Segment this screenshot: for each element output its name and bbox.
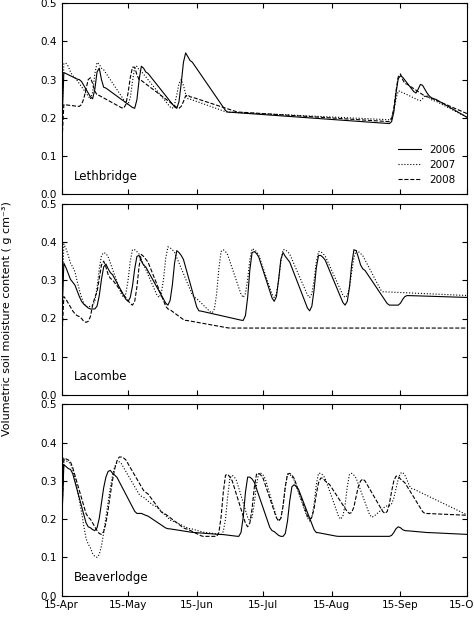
- 2006: [198, 71, 204, 79]
- 2006: [196, 307, 202, 315]
- 2008: [462, 512, 467, 519]
- 2007: [65, 252, 71, 259]
- 2008: [455, 106, 461, 113]
- Text: Volumetric soil moisture content ( g cm⁻³): Volumetric soil moisture content ( g cm⁻…: [2, 201, 12, 436]
- 2007: [455, 291, 461, 299]
- 2007: [59, 125, 64, 133]
- 2007: [247, 255, 253, 263]
- 2007: [455, 109, 461, 117]
- 2006: [218, 531, 224, 538]
- 2008: [464, 512, 470, 519]
- 2008: [198, 319, 204, 327]
- 2008: [63, 101, 69, 109]
- 2008: [63, 296, 69, 303]
- 2006: [198, 529, 204, 537]
- Line: 2007: 2007: [62, 460, 467, 557]
- 2007: [249, 513, 255, 521]
- Line: 2006: 2006: [62, 250, 467, 328]
- 2007: [59, 315, 64, 322]
- 2007: [464, 292, 470, 299]
- 2008: [457, 511, 463, 519]
- 2006: [249, 475, 255, 483]
- Line: 2007: 2007: [62, 244, 467, 318]
- 2008: [59, 523, 64, 531]
- 2008: [59, 341, 64, 349]
- Line: 2008: 2008: [62, 68, 467, 149]
- 2006: [63, 264, 69, 272]
- 2006: [65, 465, 71, 473]
- 2006: [464, 294, 470, 301]
- 2008: [198, 532, 204, 540]
- 2008: [220, 489, 226, 496]
- 2008: [460, 108, 465, 115]
- Line: 2006: 2006: [62, 53, 467, 133]
- Legend: 2006, 2007, 2008: 2006, 2007, 2008: [394, 141, 460, 189]
- Text: Lethbridge: Lethbridge: [74, 170, 137, 183]
- 2008: [138, 250, 144, 259]
- 2008: [218, 103, 224, 110]
- 2008: [464, 110, 470, 117]
- 2006: [455, 293, 461, 301]
- 2007: [464, 113, 470, 121]
- 2007: [201, 528, 206, 536]
- 2007: [457, 508, 463, 515]
- 2007: [65, 458, 71, 466]
- 2006: [464, 531, 470, 538]
- 2008: [63, 455, 69, 462]
- 2007: [460, 292, 465, 299]
- 2008: [247, 109, 253, 117]
- 2006: [462, 531, 467, 538]
- 2007: [59, 524, 64, 531]
- 2007: [460, 111, 465, 118]
- 2008: [455, 324, 461, 332]
- 2007: [63, 59, 69, 67]
- 2006: [247, 110, 253, 117]
- 2006: [183, 49, 189, 57]
- 2007: [464, 511, 470, 519]
- 2008: [198, 96, 204, 104]
- Line: 2007: 2007: [62, 62, 467, 129]
- 2006: [455, 108, 461, 116]
- 2007: [61, 456, 67, 464]
- 2006: [245, 294, 250, 301]
- 2007: [247, 110, 253, 117]
- 2006: [460, 111, 465, 118]
- 2007: [198, 99, 204, 107]
- 2008: [218, 323, 224, 331]
- 2006: [59, 129, 64, 137]
- 2008: [130, 64, 136, 71]
- 2006: [236, 533, 242, 540]
- 2006: [351, 246, 357, 254]
- 2007: [61, 240, 67, 248]
- 2006: [59, 324, 64, 332]
- 2007: [94, 554, 100, 561]
- 2006: [218, 100, 224, 108]
- 2008: [116, 454, 122, 461]
- 2008: [201, 533, 206, 540]
- 2007: [198, 299, 204, 307]
- 2008: [249, 505, 255, 512]
- Text: Beaverlodge: Beaverlodge: [74, 571, 148, 584]
- Text: Lacombe: Lacombe: [74, 371, 128, 383]
- 2008: [464, 324, 470, 332]
- 2006: [61, 461, 67, 469]
- Line: 2008: 2008: [62, 457, 467, 536]
- Line: 2006: 2006: [62, 465, 467, 536]
- 2007: [218, 106, 224, 114]
- 2007: [218, 248, 224, 255]
- Line: 2008: 2008: [62, 254, 467, 345]
- 2006: [216, 311, 222, 319]
- 2008: [59, 145, 64, 153]
- 2008: [247, 324, 253, 332]
- 2008: [460, 324, 465, 332]
- 2007: [220, 527, 226, 535]
- 2007: [462, 510, 467, 517]
- 2006: [457, 530, 463, 538]
- 2006: [460, 294, 465, 301]
- 2006: [59, 526, 64, 533]
- 2007: [94, 59, 100, 66]
- 2006: [464, 113, 470, 121]
- 2006: [63, 70, 69, 78]
